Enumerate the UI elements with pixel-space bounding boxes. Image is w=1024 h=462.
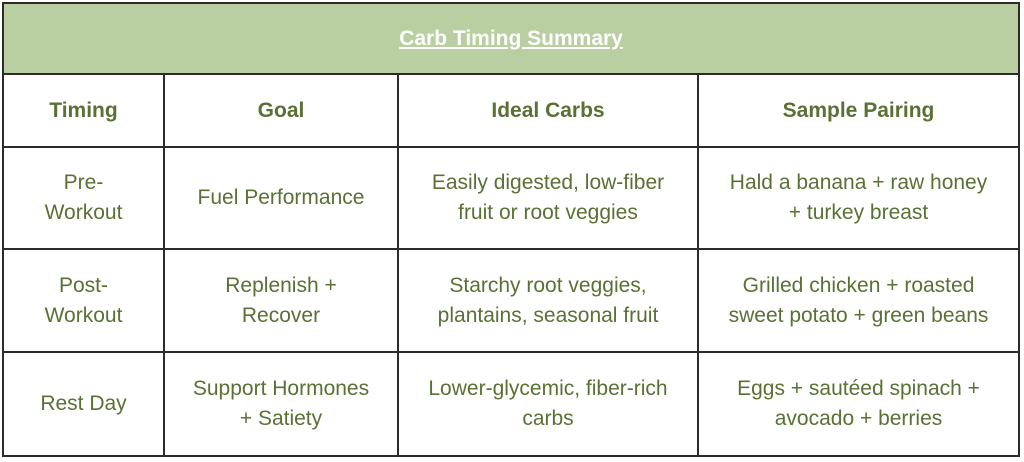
table-title[interactable]: Carb Timing Summary — [4, 4, 1019, 75]
header-row: Timing Goal Ideal Carbs Sample Pairing — [4, 73, 1019, 148]
cell-sample-pairing: Grilled chicken + roasted sweet potato + … — [696, 248, 1019, 353]
header-goal: Goal — [163, 73, 399, 148]
cell-timing: Post- Workout — [4, 248, 165, 353]
table-row: Post- Workout Replenish + Recover Starchy … — [4, 248, 1019, 353]
cell-goal: Replenish + Recover — [163, 248, 399, 353]
table-row: Pre- Workout Fuel Performance Easily dige… — [4, 146, 1019, 250]
cell-timing: Rest Day — [4, 351, 165, 455]
cell-sample-pairing: Hald a banana + raw honey + turkey breast — [696, 146, 1019, 250]
cell-timing: Pre- Workout — [4, 146, 165, 250]
header-sample-pairing: Sample Pairing — [696, 73, 1019, 148]
header-ideal-carbs: Ideal Carbs — [397, 73, 699, 148]
cell-ideal-carbs: Lower-glycemic, fiber-rich carbs — [397, 351, 699, 455]
header-timing: Timing — [4, 73, 165, 148]
title-row: Carb Timing Summary — [4, 4, 1019, 75]
cell-ideal-carbs: Easily digested, low-fiber fruit or root … — [397, 146, 699, 250]
cell-goal: Support Hormones + Satiety — [163, 351, 399, 455]
carb-timing-table: Carb Timing Summary Timing Goal Ideal Ca… — [4, 4, 1019, 455]
carb-timing-table-container: Carb Timing Summary Timing Goal Ideal Ca… — [2, 2, 1020, 457]
cell-sample-pairing: Eggs + sautéed spinach + avocado + berrie… — [696, 351, 1019, 455]
cell-goal: Fuel Performance — [163, 146, 399, 250]
table-row: Rest Day Support Hormones + Satiety Lower… — [4, 351, 1019, 455]
cell-ideal-carbs: Starchy root veggies, plantains, seasonal… — [397, 248, 699, 353]
